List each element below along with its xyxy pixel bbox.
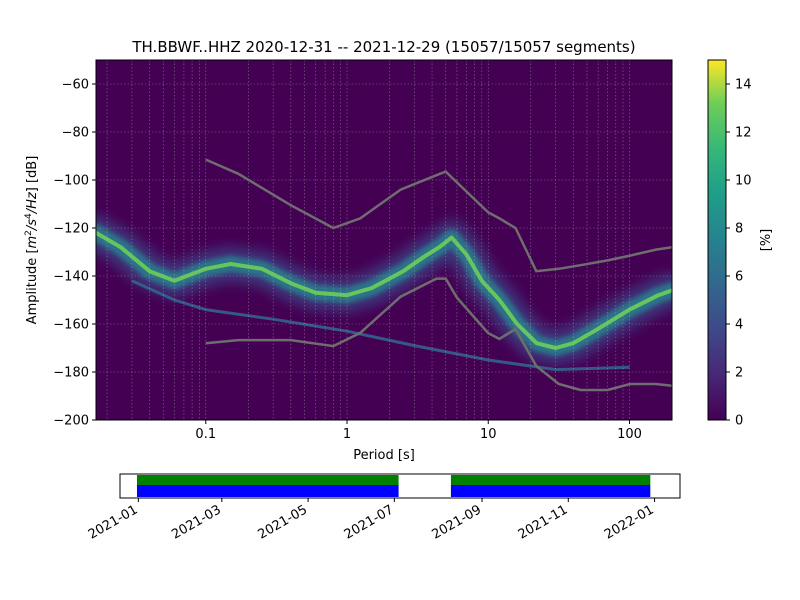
- y-tick-label: −120: [53, 222, 89, 237]
- timeline-processed-bar: [136, 475, 399, 485]
- colorbar-tick-label: 8: [735, 222, 743, 237]
- plot-frame: [95, 59, 673, 421]
- x-tick-label: 10: [480, 427, 497, 442]
- colorbar-gradient: [707, 59, 727, 421]
- timeline-available-bar: [450, 485, 651, 497]
- colorbar-tick-label: 14: [735, 78, 752, 93]
- colorbar-ticks: 0 2 4 6 8 10 12 14: [726, 78, 752, 429]
- density-low-band: [131, 279, 630, 372]
- timeline-tick-label: 2021-05: [256, 502, 311, 542]
- x-tick-label: 1: [343, 427, 351, 442]
- colorbar: 0 2 4 6 8 10 12 14 [%]: [707, 59, 774, 429]
- y-tick-label: −200: [53, 414, 89, 429]
- x-tick-label: 100: [617, 427, 642, 442]
- colorbar-tick-label: 12: [735, 126, 752, 141]
- colorbar-tick-label: 0: [735, 414, 743, 429]
- timeline-tick-label: 2021-01: [86, 502, 141, 542]
- chart-title: TH.BBWF..HHZ 2020-12-31 -- 2021-12-29 (1…: [131, 38, 635, 56]
- colorbar-tick-label: 2: [735, 366, 743, 381]
- y-tick-label: −60: [62, 78, 89, 93]
- noise-model-lines: [205, 158, 672, 392]
- timeline-frame: [119, 473, 681, 499]
- y-axis-ticks: −200 −180 −160 −140 −120 −100 −80 −60: [53, 78, 96, 429]
- grid-lines: [96, 60, 672, 420]
- data-availability-timeline: 2021-01 2021-03 2021-05 2021-07 2021-09 2021-…: [86, 473, 681, 543]
- colorbar-tick-label: 10: [735, 174, 752, 189]
- y-axis-label: Amplitude [m2/s4/Hz] [dB]: [24, 156, 40, 325]
- x-axis-ticks: 0.1 1 10 100: [195, 420, 642, 442]
- nhnm-line: [205, 158, 672, 273]
- timeline-tick-label: 2022-01: [602, 502, 657, 542]
- colorbar-tick-label: 6: [735, 270, 743, 285]
- colorbar-label: [%]: [759, 229, 774, 252]
- timeline-tick-label: 2021-03: [169, 502, 224, 542]
- timeline-processed-bar: [450, 475, 651, 485]
- density-layer: [96, 215, 672, 372]
- nlnm-line: [205, 277, 672, 392]
- timeline-ticks: 2021-01 2021-03 2021-05 2021-07 2021-09 2021-…: [86, 498, 657, 543]
- y-tick-label: −140: [53, 270, 89, 285]
- y-tick-label: −160: [53, 318, 89, 333]
- ppsd-heatmap: 0.1 1 10 100 −200 −180 −160 −140 −120 −100 −80 −60…: [24, 59, 673, 463]
- density-core: [96, 230, 672, 350]
- y-tick-label: −180: [53, 366, 89, 381]
- x-axis-label: Period [s]: [353, 448, 415, 463]
- timeline-tick-label: 2021-11: [516, 502, 571, 542]
- x-tick-label: 0.1: [195, 427, 216, 442]
- timeline-available-bar: [136, 485, 399, 497]
- y-tick-label: −100: [53, 174, 89, 189]
- timeline-tick-label: 2021-07: [342, 502, 397, 542]
- plot-background: [96, 60, 672, 420]
- timeline-tick-label: 2021-09: [429, 502, 484, 542]
- colorbar-tick-label: 4: [735, 318, 743, 333]
- y-tick-label: −80: [62, 126, 89, 141]
- timeline-bars: [136, 475, 651, 497]
